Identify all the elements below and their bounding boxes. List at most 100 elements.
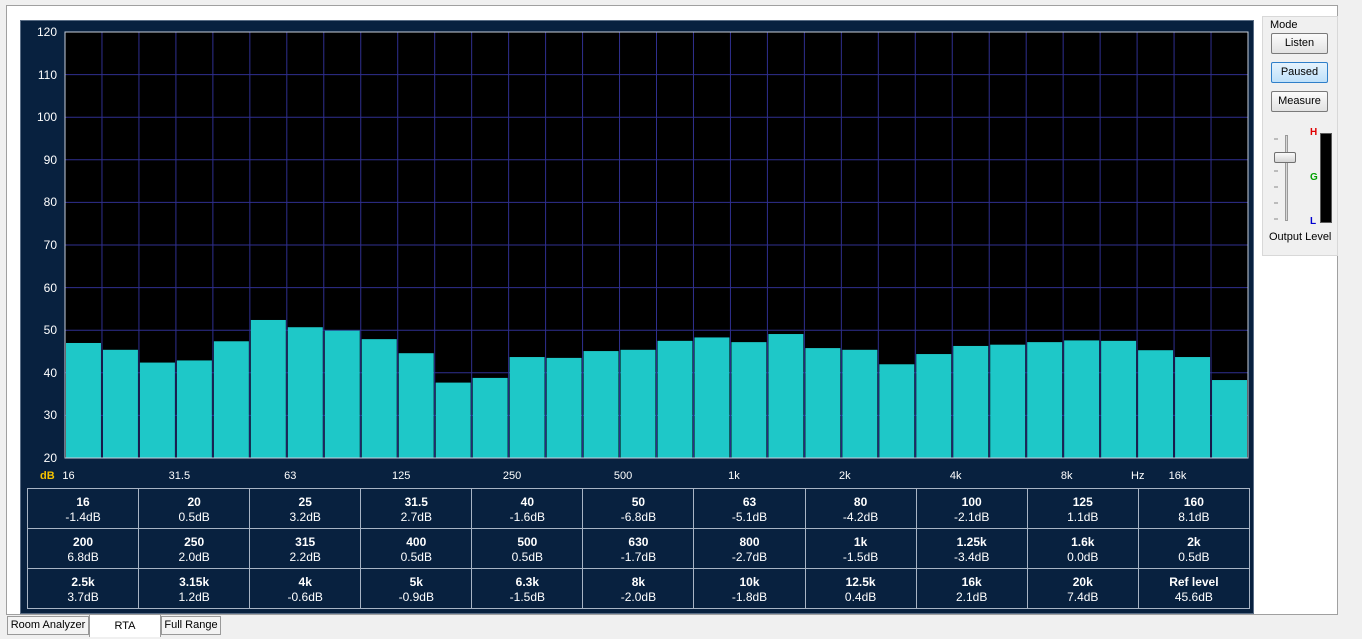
band-cell: 31.5 2.7dB — [360, 488, 473, 529]
band-cell: 16 -1.4dB — [26, 488, 140, 529]
band-bar — [1101, 340, 1137, 458]
measure-button[interactable]: Measure — [1271, 91, 1328, 112]
band-bar — [66, 342, 101, 458]
band-cell: 125 1.1dB — [1026, 488, 1139, 529]
band-bar — [250, 319, 286, 458]
band-frequency: 2.5k — [71, 574, 95, 589]
y-tick-label: 50 — [43, 323, 57, 338]
band-frequency: 6.3k — [515, 574, 540, 589]
paused-button[interactable]: Paused — [1271, 62, 1328, 83]
band-bar — [398, 353, 434, 458]
plot-border — [64, 31, 1249, 459]
band-bar — [176, 360, 212, 458]
band-cell: 200 6.8dB — [26, 528, 140, 569]
band-cell: 20k 7.4dB — [1026, 568, 1139, 609]
band-value: -1.4dB — [65, 509, 101, 524]
band-frequency: 40 — [520, 494, 535, 509]
hz-unit-label: Hz — [1131, 470, 1145, 482]
x-tick-label: 63 — [284, 470, 297, 482]
band-cell: 1.6k 0.0dB — [1026, 528, 1139, 569]
band-cell: 2.5k 3.7dB — [26, 568, 140, 609]
band-value: 2.7dB — [400, 509, 432, 524]
x-tick-label: 2k — [839, 470, 851, 482]
tab-room-analyzer[interactable]: Room Analyzer — [7, 616, 89, 635]
band-cell: Ref level 45.6dB — [1137, 568, 1251, 609]
band-bar — [694, 337, 730, 458]
x-tick-label: 16 — [62, 470, 75, 482]
band-cell: 100 -2.1dB — [915, 488, 1028, 529]
x-tick-label: 4k — [949, 470, 962, 482]
band-frequency: 20 — [187, 494, 201, 509]
output-level-slider-track[interactable] — [1285, 135, 1288, 221]
band-cell: 315 2.2dB — [249, 528, 362, 569]
band-cell: 160 8.1dB — [1137, 488, 1251, 529]
band-frequency: 4k — [298, 574, 312, 589]
band-cell: 250 2.0dB — [138, 528, 251, 569]
band-bar — [805, 348, 841, 458]
table-row: 2.5k 3.7dB 3.15k 1.2dB 4k -0.6dB 5k -0.9dB 6.3k -… — [26, 568, 1251, 609]
mode-title: Mode — [1270, 19, 1298, 31]
band-bar — [842, 349, 878, 458]
meter-good-label: G — [1310, 172, 1318, 183]
output-level-slider-thumb[interactable] — [1274, 152, 1296, 163]
band-frequency: 315 — [295, 534, 316, 549]
band-bar — [1138, 350, 1174, 458]
band-bar — [1212, 380, 1247, 458]
band-bar — [509, 357, 545, 458]
y-tick-label: 40 — [43, 365, 57, 380]
band-frequency: 63 — [742, 494, 757, 509]
band-bar — [139, 362, 175, 458]
band-frequency: 1.6k — [1071, 534, 1095, 549]
y-tick-label: 60 — [43, 280, 57, 295]
band-value: 6.8dB — [67, 549, 99, 564]
band-value: 8.1dB — [1178, 509, 1210, 524]
tab-rta[interactable]: RTA — [89, 614, 161, 637]
band-bar — [472, 377, 508, 458]
band-cell: 630 -1.7dB — [582, 528, 695, 569]
band-value: 2.1dB — [955, 589, 988, 604]
band-frequency: 160 — [1183, 494, 1204, 509]
band-value: -1.6dB — [509, 509, 546, 524]
x-tick-label: 16k — [1168, 470, 1187, 482]
band-bar — [953, 345, 989, 458]
band-value: 3.2dB — [289, 509, 321, 524]
band-value: -1.7dB — [620, 549, 657, 564]
band-value: -2.7dB — [731, 549, 768, 564]
band-frequency: 200 — [73, 534, 94, 549]
band-bar — [620, 349, 656, 458]
band-cell: 16k 2.1dB — [915, 568, 1028, 609]
frequency-table: 16 -1.4dB 20 0.5dB 25 3.2dB 31.5 2.7dB 40 -1.6dB 5… — [26, 488, 1251, 609]
band-value: -2.0dB — [620, 589, 657, 604]
band-frequency: 800 — [739, 534, 760, 549]
band-bar — [879, 364, 915, 458]
band-cell: 400 0.5dB — [360, 528, 473, 569]
band-bar — [435, 382, 471, 458]
band-value: 0.5dB — [511, 549, 544, 564]
y-tick-label: 80 — [43, 195, 57, 210]
band-cell: 4k -0.6dB — [249, 568, 362, 609]
band-value: 7.4dB — [1067, 589, 1099, 604]
band-value: 1.2dB — [178, 589, 210, 604]
tab-full-range[interactable]: Full Range — [161, 616, 221, 635]
band-value: 2.0dB — [178, 549, 210, 564]
band-frequency: 100 — [961, 494, 982, 509]
band-bar — [102, 349, 138, 458]
y-tick-label: 70 — [43, 238, 57, 252]
band-frequency: 3.15k — [179, 574, 210, 589]
band-cell: 25 3.2dB — [249, 488, 362, 529]
band-value: 1.1dB — [1067, 509, 1099, 524]
band-cell: 500 0.5dB — [471, 528, 584, 569]
band-frequency: 400 — [406, 534, 427, 549]
band-frequency: 630 — [628, 534, 649, 549]
listen-button[interactable]: Listen — [1271, 33, 1328, 54]
band-frequency: 16k — [961, 574, 982, 589]
db-unit-label: dB — [40, 470, 55, 482]
band-value: 0.5dB — [178, 509, 210, 524]
y-tick-label: 30 — [43, 408, 57, 423]
x-tick-label: 8k — [1060, 470, 1073, 482]
band-value: 0.5dB — [1178, 549, 1210, 564]
band-bar — [583, 351, 619, 458]
band-value: 45.6dB — [1174, 589, 1213, 604]
band-frequency: 8k — [631, 574, 646, 589]
band-value: 0.4dB — [844, 589, 877, 604]
